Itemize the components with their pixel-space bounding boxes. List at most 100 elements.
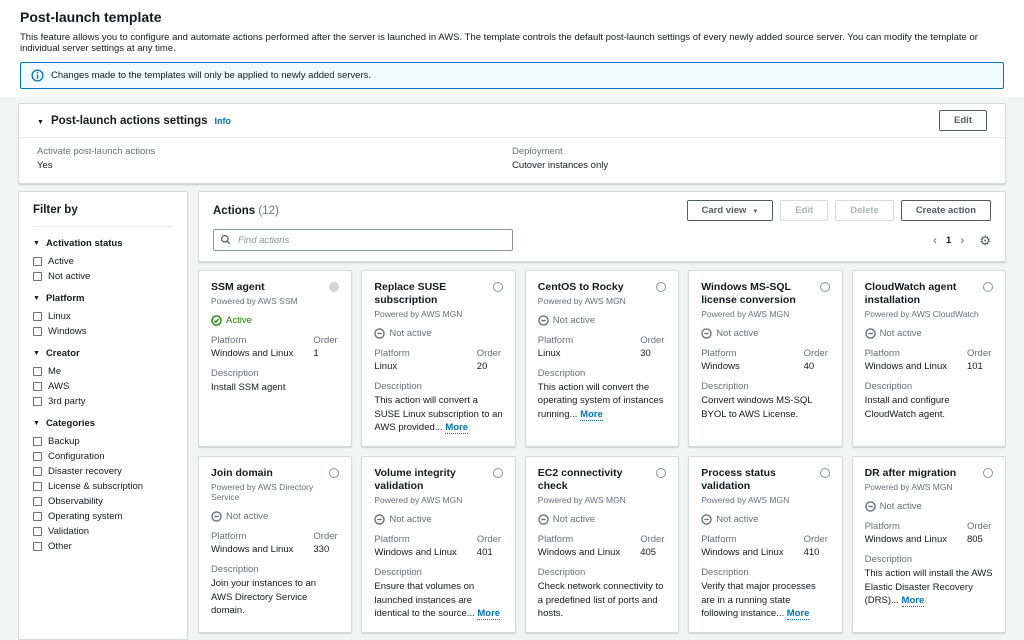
card-select-radio[interactable] [492, 468, 503, 479]
filter-checkbox-item[interactable]: License & subscription [33, 481, 173, 492]
checkbox[interactable] [33, 327, 42, 336]
page-description: This feature allows you to configure and… [20, 32, 978, 54]
description-text: Convert windows MS-SQL BYOL to AWS Licen… [701, 395, 813, 420]
action-card[interactable]: CentOS to Rocky Powered by AWS MGN Not a… [524, 270, 680, 448]
description-text: Install SSM agent [211, 382, 286, 394]
checkbox[interactable] [33, 497, 42, 506]
delete-action-button[interactable]: Delete [835, 200, 894, 221]
action-card[interactable]: Windows MS-SQL license conversion Powere… [688, 270, 843, 448]
description-label: Description [701, 381, 749, 393]
order-value: 805 [966, 534, 983, 546]
card-select-radio[interactable] [819, 468, 830, 479]
order-value: 40 [803, 361, 815, 373]
more-link[interactable]: More [580, 408, 603, 421]
order-label: Order [640, 534, 665, 546]
filter-checkbox-item[interactable]: Not active [33, 271, 173, 282]
filter-checkbox-item[interactable]: Validation [33, 526, 173, 537]
checkbox[interactable] [33, 367, 42, 376]
status-text: Not active [879, 328, 922, 340]
card-select-radio[interactable] [656, 282, 667, 292]
action-card[interactable]: Volume integrity validation Powered by A… [361, 456, 516, 634]
checkbox[interactable] [33, 382, 42, 391]
checkbox[interactable] [33, 467, 42, 476]
checkbox[interactable] [33, 437, 42, 446]
filter-checkbox-item[interactable]: AWS [33, 381, 173, 392]
info-link[interactable]: Info [214, 115, 232, 126]
create-action-button[interactable]: Create action [900, 200, 991, 221]
action-card[interactable]: DR after migration Powered by AWS MGN No… [851, 456, 1006, 634]
order-label: Order [476, 534, 502, 546]
action-card[interactable]: EC2 connectivity check Powered by AWS MG… [524, 456, 680, 634]
more-link[interactable]: More [786, 607, 810, 620]
preferences-gear-button[interactable]: ⚙ [979, 234, 991, 247]
filter-checkbox-item[interactable]: Active [33, 256, 173, 267]
more-link[interactable]: More [477, 607, 501, 620]
checkbox[interactable] [33, 542, 42, 551]
powered-by: Powered by AWS MGN [374, 495, 463, 506]
action-card[interactable]: Replace SUSE subscription Powered by AWS… [361, 270, 516, 448]
edit-settings-button[interactable]: Edit [939, 110, 987, 131]
checkbox[interactable] [33, 482, 42, 491]
filter-checkbox-item[interactable]: Windows [33, 326, 173, 337]
platform-label: Platform [537, 534, 574, 546]
filter-checkbox-item[interactable]: Configuration [33, 451, 173, 462]
description-label: Description [211, 368, 259, 380]
search-input[interactable] [213, 229, 513, 251]
checkbox[interactable] [33, 397, 42, 406]
status-text: Not active [879, 501, 922, 513]
action-card[interactable]: Process status validation Powered by AWS… [688, 456, 843, 634]
settings-field-activate: Activate post-launch actions Yes [37, 146, 512, 171]
checkbox[interactable] [33, 527, 42, 536]
card-select-radio[interactable] [982, 468, 993, 479]
card-select-radio[interactable] [819, 282, 830, 292]
powered-by: Powered by AWS MGN [701, 309, 790, 320]
filter-group-toggle[interactable]: ▼ Creator [33, 348, 173, 359]
description-label: Description [537, 567, 586, 579]
filter-checkbox-item[interactable]: Operating system [33, 511, 173, 522]
description-label: Description [211, 564, 259, 576]
checkbox[interactable] [33, 272, 42, 281]
action-card[interactable]: SSM agent Powered by AWS SSM Active Plat… [198, 270, 353, 448]
filter-group-toggle[interactable]: ▼ Categories [33, 418, 173, 429]
card-select-radio[interactable] [982, 282, 993, 292]
edit-action-button[interactable]: Edit [780, 200, 829, 221]
card-select-radio[interactable] [492, 282, 503, 292]
status-badge: Not active [374, 514, 502, 525]
description-text: Verify that major processes are in a run… [701, 581, 816, 620]
filter-sidebar: Filter by ▼ Activation status Active Not… [18, 191, 188, 640]
pagination-page[interactable]: 1 [946, 234, 952, 246]
more-link[interactable]: More [901, 594, 925, 607]
action-card[interactable]: Join domain Powered by AWS Directory Ser… [198, 456, 353, 634]
filter-checkbox-item[interactable]: Backup [33, 436, 173, 447]
checkbox[interactable] [33, 312, 42, 321]
checkbox[interactable] [33, 452, 42, 461]
filter-checkbox-item[interactable]: Disaster recovery [33, 466, 173, 477]
settings-title: Post-launch actions settings [50, 114, 208, 127]
card-view-dropdown[interactable]: Card view ▼ [686, 200, 774, 221]
pagination-prev-icon[interactable]: ‹ [933, 233, 938, 247]
card-select-radio[interactable] [329, 468, 340, 479]
checkbox[interactable] [33, 257, 42, 266]
filter-group-toggle[interactable]: ▼ Platform [33, 293, 173, 304]
filter-item-label: Validation [48, 526, 90, 537]
order-value: 20 [476, 361, 488, 373]
platform-label: Platform [374, 348, 410, 360]
action-card[interactable]: CloudWatch agent installation Powered by… [851, 270, 1006, 448]
card-select-radio[interactable] [656, 468, 667, 479]
pagination-next-icon[interactable]: › [960, 233, 965, 247]
filter-checkbox-item[interactable]: Observability [33, 496, 173, 507]
more-link[interactable]: More [445, 421, 469, 434]
post-launch-settings-panel: ▼ Post-launch actions settings Info Edit… [18, 103, 1006, 184]
card-select-radio[interactable] [329, 282, 340, 292]
filter-checkbox-item[interactable]: 3rd party [33, 396, 173, 407]
filter-checkbox-item[interactable]: Other [33, 541, 173, 552]
filter-checkbox-item[interactable]: Linux [33, 311, 173, 322]
checkbox[interactable] [33, 512, 42, 521]
filter-checkbox-item[interactable]: Me [33, 366, 173, 377]
status-badge: Not active [701, 328, 829, 339]
filter-group-toggle[interactable]: ▼ Activation status [33, 238, 173, 249]
content-header: Post-launch template This feature allows… [0, 0, 1024, 97]
settings-section-toggle[interactable]: ▼ Post-launch actions settings Info [37, 115, 231, 127]
platform-value: Windows [701, 361, 740, 373]
status-badge: Not active [538, 514, 666, 525]
